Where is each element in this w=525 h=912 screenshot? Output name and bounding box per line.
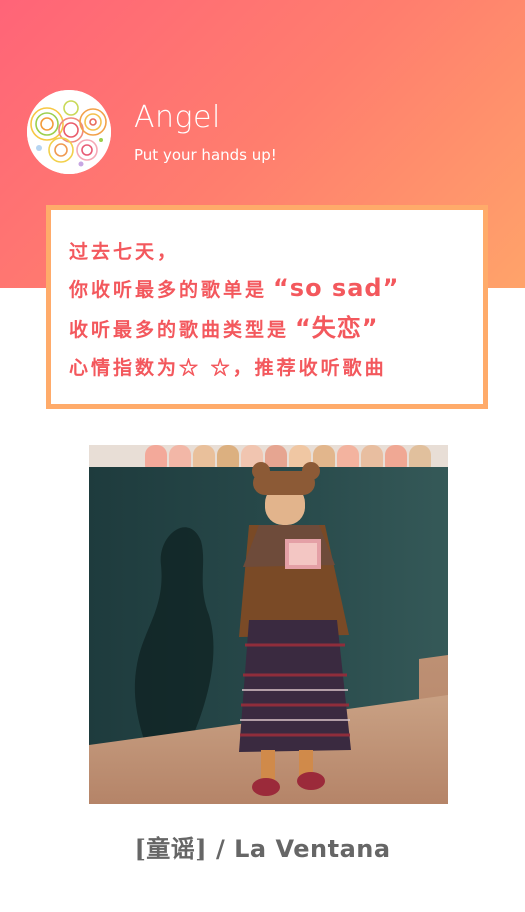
summary-genre-name: “失恋”	[295, 314, 379, 342]
summary-playlist-label: 你收听最多的歌单是	[69, 279, 268, 301]
summary-line-playlist: 你收听最多的歌单是 “so sad”	[69, 268, 483, 308]
summary-genre-label: 收听最多的歌曲类型是	[69, 319, 290, 341]
summary-playlist-name: “so sad”	[273, 274, 400, 302]
user-avatar[interactable]	[27, 90, 111, 174]
summary-line-period: 过去七天，	[69, 241, 180, 263]
recommended-song-cover[interactable]	[89, 445, 448, 804]
user-name: Angel	[134, 100, 221, 135]
summary-line-genre: 收听最多的歌曲类型是 “失恋”	[69, 308, 483, 348]
cover-photo-image	[89, 445, 448, 804]
recommended-song-title[interactable]: [童谣] / La Ventana	[0, 829, 525, 864]
song-genre-tag: [童谣]	[134, 834, 208, 863]
song-separator: /	[207, 835, 235, 863]
summary-line-mood: 心情指数为☆ ☆，推荐收听歌曲	[69, 357, 387, 379]
user-tagline: Put your hands up!	[134, 146, 277, 164]
listening-summary-card: 过去七天， 你收听最多的歌单是 “so sad” 收听最多的歌曲类型是 “失恋” 心…	[46, 205, 488, 409]
avatar-swirl-image	[27, 90, 111, 174]
song-name: La Ventana	[234, 835, 391, 863]
